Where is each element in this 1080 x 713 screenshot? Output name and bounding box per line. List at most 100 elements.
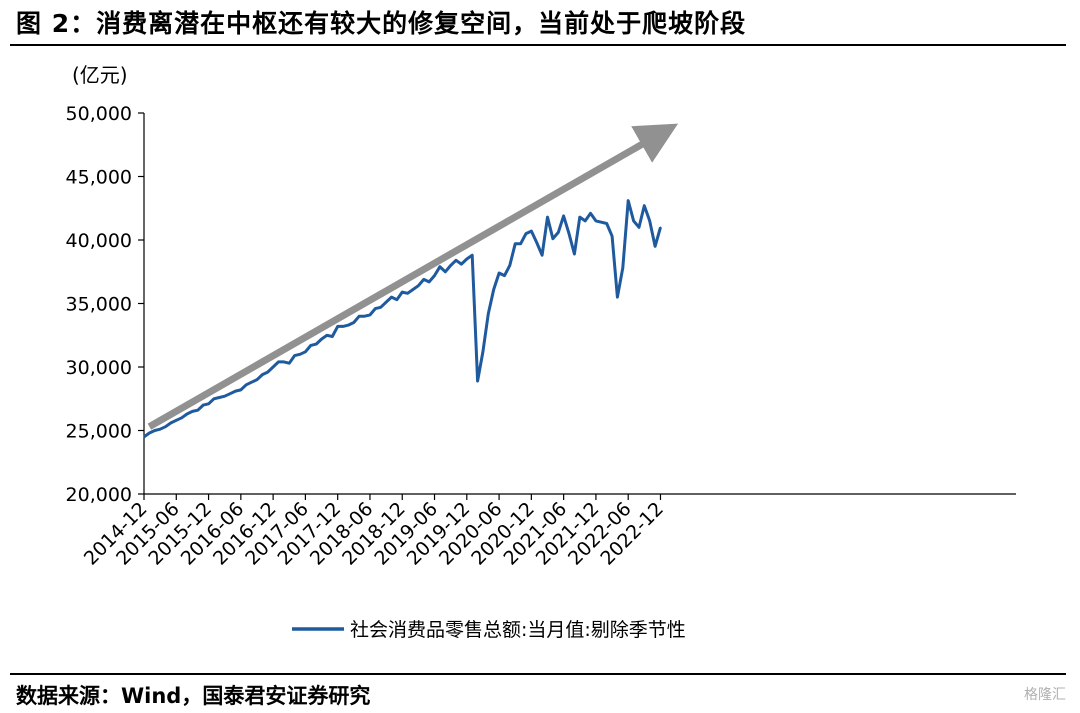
data-point — [326, 334, 328, 337]
data-point — [530, 230, 533, 232]
data-point — [283, 361, 285, 363]
data-point — [320, 338, 323, 340]
data-point — [336, 325, 339, 328]
data-point — [229, 392, 231, 395]
data-point — [433, 274, 436, 277]
data-point — [396, 298, 398, 301]
data-point — [417, 284, 420, 287]
data-point — [562, 215, 565, 217]
data-point — [659, 226, 662, 229]
data-point — [245, 384, 247, 386]
data-point — [240, 389, 242, 391]
legend: 社会消费品零售总额:当月值:剔除季节性 — [292, 619, 686, 641]
data-point — [304, 351, 307, 353]
data-point — [492, 288, 495, 291]
data-point — [148, 432, 151, 434]
data-point — [223, 395, 226, 398]
series-line — [143, 199, 662, 439]
data-point — [369, 314, 371, 316]
data-point — [197, 409, 199, 412]
trend-arrow — [147, 123, 679, 430]
data-point — [552, 237, 554, 240]
data-point — [299, 353, 301, 356]
data-point — [159, 428, 161, 431]
data-point — [627, 199, 629, 202]
data-point — [595, 220, 597, 222]
data-point — [654, 245, 656, 248]
watermark-text: 格隆汇 — [1024, 687, 1066, 703]
trend-arrow-layer — [147, 123, 679, 430]
chart-title: 图 2：消费离潜在中枢还有较大的修复空间，当前处于爬坡阶段 — [16, 9, 747, 38]
data-point — [482, 351, 484, 353]
data-point — [315, 343, 318, 345]
y-tick-label: 25,000 — [66, 421, 132, 443]
data-point — [605, 222, 608, 225]
source-note: 数据来源：Wind，国泰君安证券研究 — [16, 684, 371, 708]
data-point — [207, 403, 210, 405]
data-point — [175, 419, 178, 422]
data-point — [589, 212, 592, 215]
data-point — [234, 390, 237, 392]
series-layer — [143, 199, 662, 439]
data-point — [471, 254, 474, 256]
data-point — [525, 232, 527, 235]
data-point — [568, 232, 570, 235]
data-point — [277, 361, 280, 363]
data-point — [353, 321, 355, 324]
data-point — [406, 292, 409, 295]
data-point — [643, 204, 646, 207]
data-point — [363, 315, 366, 318]
data-point — [622, 267, 624, 269]
data-point — [272, 366, 274, 368]
data-point — [460, 263, 463, 265]
data-point — [503, 274, 506, 277]
y-axis-unit-label: (亿元) — [72, 63, 128, 87]
data-point — [218, 396, 221, 399]
data-point — [632, 220, 635, 222]
data-point — [584, 220, 586, 222]
data-point — [164, 425, 167, 428]
y-tick-label: 50,000 — [66, 103, 132, 125]
data-point — [423, 278, 425, 281]
data-point — [374, 307, 377, 310]
data-point — [579, 216, 581, 218]
data-point — [648, 220, 651, 222]
data-point — [439, 265, 441, 268]
data-point — [256, 378, 258, 381]
data-point — [310, 344, 312, 347]
data-point — [557, 231, 560, 234]
data-point — [535, 241, 538, 244]
data-point — [638, 226, 640, 229]
data-point — [261, 373, 264, 376]
data-point — [573, 253, 576, 255]
y-tick-label: 35,000 — [66, 294, 132, 316]
data-point — [401, 291, 404, 293]
data-point — [476, 380, 479, 382]
data-point — [186, 413, 188, 415]
data-point — [600, 221, 603, 223]
data-point — [541, 254, 543, 256]
data-point — [331, 335, 334, 338]
data-point — [487, 312, 490, 315]
data-point — [390, 296, 393, 298]
data-point — [385, 301, 387, 304]
data-point — [288, 362, 291, 365]
data-point — [293, 354, 296, 357]
x-axis: 2014-122015-062015-122016-062016-122017-… — [80, 493, 1016, 570]
data-point — [213, 398, 215, 400]
bottom-rule — [10, 673, 1066, 675]
data-point — [514, 243, 516, 245]
data-point — [455, 259, 457, 262]
data-point — [428, 281, 430, 283]
data-point — [180, 417, 183, 419]
data-point — [379, 306, 382, 309]
data-point — [444, 271, 447, 273]
y-tick-label: 20,000 — [66, 484, 132, 506]
data-point — [498, 272, 500, 274]
data-point — [449, 264, 452, 267]
y-tick-label: 45,000 — [66, 167, 132, 189]
top-rule — [10, 44, 1066, 46]
data-point — [616, 296, 619, 298]
data-point — [546, 216, 549, 218]
